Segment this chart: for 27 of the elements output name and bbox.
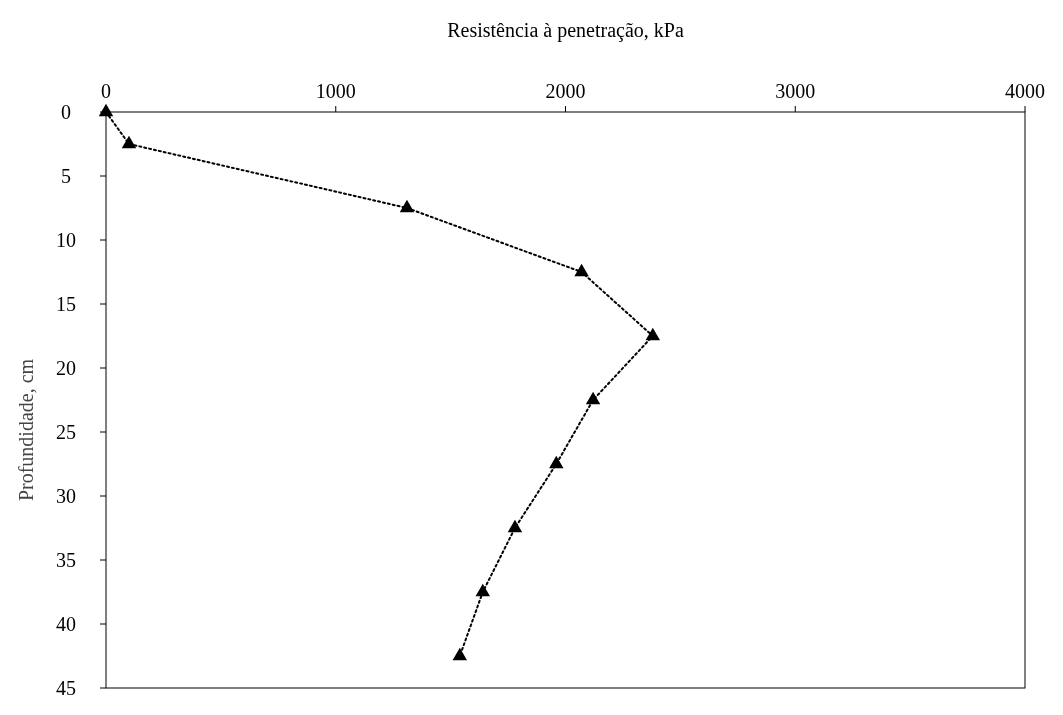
point <box>121 135 137 149</box>
y-tick-label: 15 <box>56 293 76 315</box>
x-tick-label: 1000 <box>315 80 356 102</box>
y-tick-label: 30 <box>56 485 76 507</box>
y-tick-label: 35 <box>56 549 76 571</box>
x-tick-label: 4000 <box>1005 80 1045 102</box>
y-tick-label: 25 <box>56 421 76 443</box>
y-tick-label: 0 <box>61 101 71 123</box>
point <box>585 391 601 405</box>
y-tick-label: 45 <box>56 677 76 699</box>
x-tick-label: 0 <box>101 80 111 102</box>
point <box>549 455 564 469</box>
y-tick-label: 20 <box>56 357 76 379</box>
point <box>507 519 523 533</box>
x-tick-label: 3000 <box>775 80 816 102</box>
y-tick-label: 10 <box>56 229 76 251</box>
y-tick-label: 5 <box>61 165 71 187</box>
x-tick-label: 2000 <box>545 80 586 102</box>
point <box>98 103 114 117</box>
y-axis-title: Profundidade, cm <box>15 358 37 502</box>
x-axis-title: Resistência à penetração, kPa <box>447 19 684 42</box>
point <box>645 327 661 341</box>
point <box>452 647 468 661</box>
y-tick-label: 40 <box>56 613 76 635</box>
point <box>475 583 490 597</box>
point <box>574 263 589 277</box>
point <box>399 199 415 213</box>
